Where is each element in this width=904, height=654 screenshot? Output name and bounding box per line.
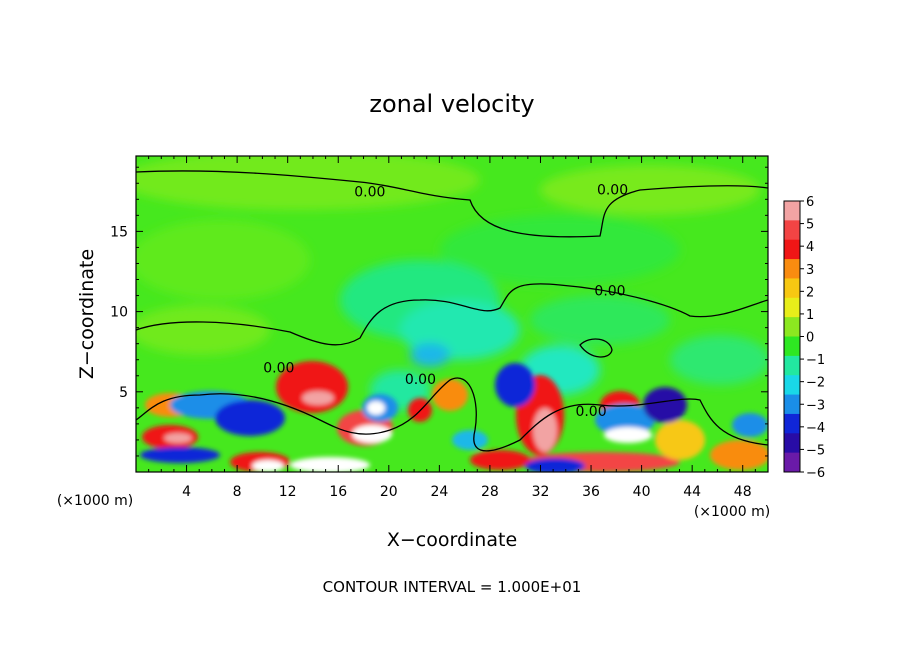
contour-label: 0.00: [405, 372, 436, 388]
colorbar-swatch: [784, 433, 800, 454]
x-tick-label: 48: [734, 484, 752, 500]
colorbar-tick-label: 2: [806, 285, 814, 300]
x-tick-label: 24: [430, 484, 448, 500]
colorbar-tick-label: −6: [806, 466, 825, 481]
colorbar-tick-label: 6: [806, 195, 814, 210]
colorbar-tick-label: 5: [806, 218, 814, 233]
colorbar-swatch: [784, 394, 800, 415]
contour-label: 0.00: [263, 361, 294, 377]
colorbar-swatch: [784, 336, 800, 357]
zero-contours: [136, 170, 768, 452]
colorbar-tick-label: −4: [806, 421, 825, 436]
colorbar-tick-label: −3: [806, 398, 825, 413]
colorbar-tick-label: −1: [806, 353, 825, 368]
x-axis-label: X−coordinate: [387, 529, 517, 551]
colorbar: 6 5 4 3 2 1 0 −1 −2 −3 −4 −5 −6: [783, 195, 825, 481]
x-unit-right: (×1000 m): [694, 504, 770, 520]
x-tick-label: 8: [233, 484, 242, 500]
x-axis-ticks: 4 8 12 16 20 24 28 32 36 40 44 48: [148, 156, 756, 500]
y-tick-label: 10: [110, 305, 128, 321]
colorbar-tick-label: 0: [806, 331, 814, 346]
x-unit-left: (×1000 m): [57, 493, 133, 509]
colorbar-swatch: [784, 278, 800, 299]
colorbar-swatch: [784, 220, 800, 241]
colorbar-tick-label: 1: [806, 308, 814, 323]
contour-interval-footer: CONTOUR INTERVAL = 1.000E+01: [323, 578, 582, 596]
colorbar-tick-label: 4: [806, 240, 814, 255]
colorbar-swatch: [784, 201, 800, 221]
contour-label: 0.00: [354, 184, 385, 200]
y-axis-label: Z−coordinate: [76, 249, 98, 379]
colorbar-swatch: [784, 355, 800, 376]
contour-labels: 0.00 0.00 0.00 0.00 0.00 0.00: [263, 183, 628, 420]
x-tick-label: 20: [380, 484, 398, 500]
contour-label: 0.00: [594, 284, 625, 300]
y-axis-ticks: 5 10 15: [110, 166, 768, 457]
heatmap-field: [136, 156, 768, 472]
x-tick-label: 44: [683, 484, 701, 500]
colorbar-swatch: [784, 375, 800, 396]
contour-label: 0.00: [597, 183, 628, 199]
colorbar-swatch: [784, 317, 800, 337]
colorbar-swatch: [784, 413, 800, 434]
colorbar-swatch: [784, 452, 800, 473]
x-tick-label: 12: [279, 484, 297, 500]
contour-label: 0.00: [575, 404, 606, 420]
colorbar-swatch: [784, 259, 800, 279]
x-tick-label: 32: [532, 484, 550, 500]
y-tick-label: 5: [119, 385, 128, 401]
x-tick-label: 36: [582, 484, 600, 500]
y-tick-label: 15: [110, 224, 128, 240]
chart-title: zonal velocity: [369, 90, 534, 118]
x-tick-label: 28: [481, 484, 499, 500]
x-tick-label: 16: [329, 484, 347, 500]
colorbar-tick-label: −5: [806, 443, 825, 458]
colorbar-tick-label: −2: [806, 376, 825, 391]
colorbar-tick-label: 3: [806, 263, 814, 278]
colorbar-swatch: [784, 297, 800, 318]
x-tick-label: 40: [633, 484, 651, 500]
x-tick-label: 4: [182, 484, 191, 500]
colorbar-swatch: [784, 239, 800, 260]
